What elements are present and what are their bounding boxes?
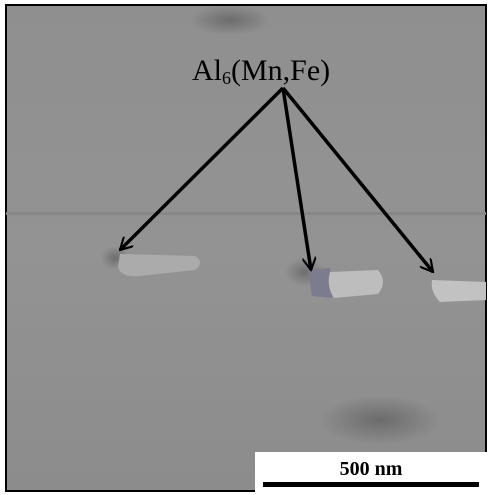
- label-rest: (Mn,Fe): [231, 54, 330, 87]
- scan-line: [6, 212, 486, 215]
- micrograph: Al6(Mn,Fe) 500 nm: [0, 0, 490, 495]
- shadow: [190, 5, 270, 35]
- scale-bar-label: 500 nm: [340, 458, 403, 480]
- label-base: Al: [192, 54, 222, 87]
- label-subscript: 6: [222, 68, 231, 88]
- particle: [432, 280, 486, 302]
- page: {"annotation": {"base": "Al", "subscript…: [0, 0, 490, 495]
- scale-bar: 500 nm: [255, 452, 488, 493]
- phase-label: Al6(Mn,Fe): [192, 54, 330, 88]
- scale-bar-line: [263, 482, 479, 487]
- particle: [329, 270, 383, 298]
- shadow: [320, 395, 440, 445]
